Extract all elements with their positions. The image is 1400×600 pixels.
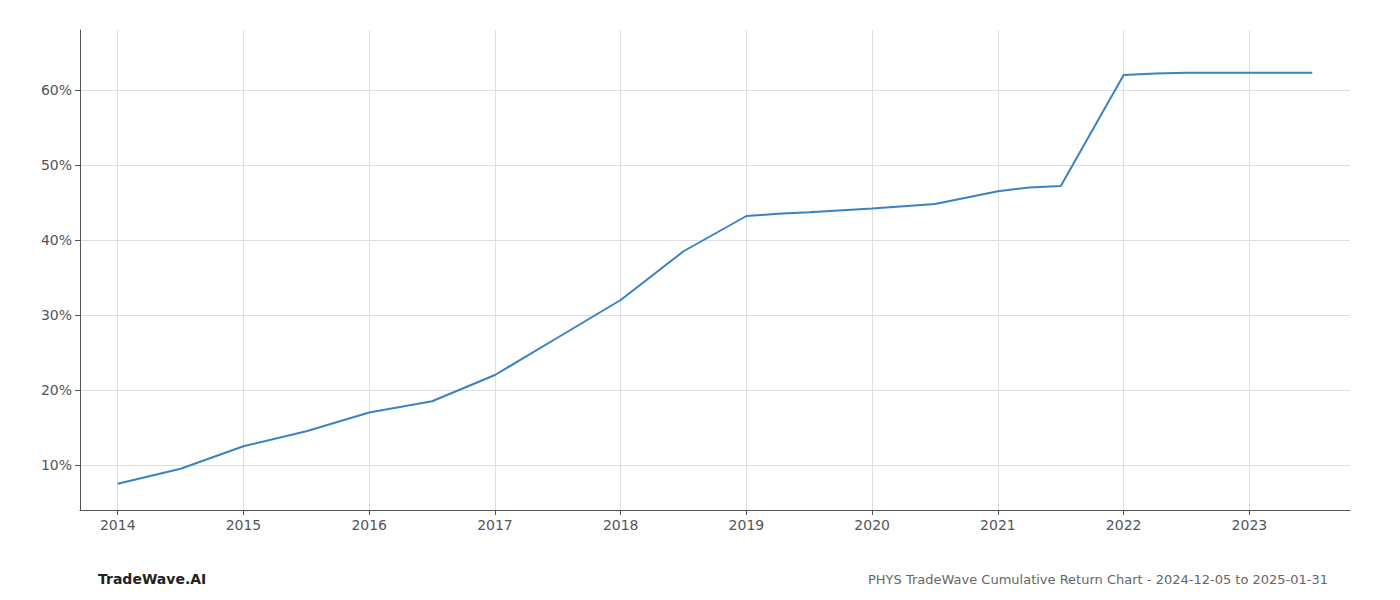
svg-text:2020: 2020 (854, 517, 890, 533)
svg-text:TradeWave.AI: TradeWave.AI (98, 571, 206, 587)
svg-text:2022: 2022 (1106, 517, 1142, 533)
svg-text:PHYS TradeWave Cumulative Retu: PHYS TradeWave Cumulative Return Chart -… (868, 572, 1328, 587)
svg-text:2023: 2023 (1232, 517, 1268, 533)
svg-text:2017: 2017 (477, 517, 513, 533)
svg-text:20%: 20% (41, 382, 72, 398)
svg-text:30%: 30% (41, 307, 72, 323)
svg-text:2018: 2018 (603, 517, 639, 533)
svg-text:60%: 60% (41, 82, 72, 98)
svg-text:40%: 40% (41, 232, 72, 248)
svg-text:50%: 50% (41, 157, 72, 173)
svg-text:2014: 2014 (100, 517, 136, 533)
svg-text:2021: 2021 (980, 517, 1016, 533)
svg-text:2015: 2015 (226, 517, 262, 533)
svg-text:2016: 2016 (351, 517, 387, 533)
svg-text:2019: 2019 (729, 517, 765, 533)
svg-text:10%: 10% (41, 457, 72, 473)
